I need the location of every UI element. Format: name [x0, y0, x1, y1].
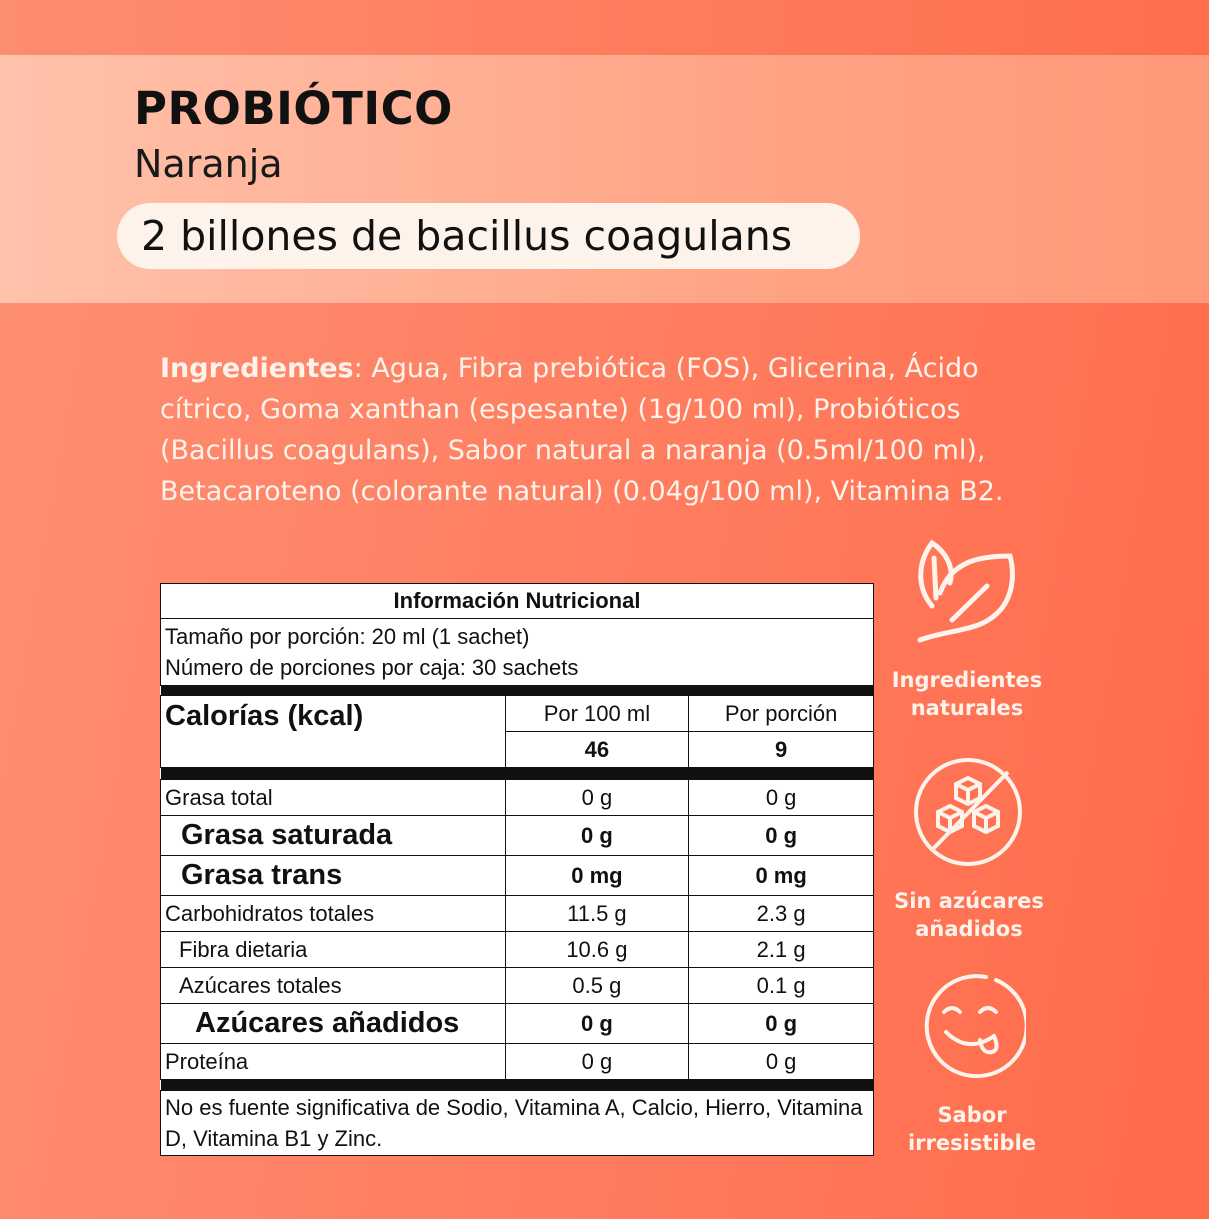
ingredients-label: Ingredientes [160, 353, 354, 384]
highlight-pill: 2 billones de bacillus coagulans [117, 203, 860, 269]
nutrition-footnote: No es fuente significativa de Sodio, Vit… [160, 1090, 874, 1156]
nutrition-table: Información Nutricional Tamaño por porci… [160, 583, 874, 1156]
row-portion: 0 mg [688, 855, 874, 896]
leaf-icon [917, 539, 1015, 643]
calories-portion: 9 [688, 731, 874, 768]
row-per100: 11.5 g [504, 895, 690, 932]
row-label: Grasa trans [160, 855, 506, 896]
table-row: Carbohidratos totales 11.5 g 2.3 g [160, 895, 874, 932]
no-sugar-cubes-icon [914, 758, 1022, 866]
row-per100: 0 g [504, 1043, 690, 1080]
row-per100: 0 g [504, 815, 690, 856]
ingredients-list: : Agua, Fibra prebiótica (FOS), Glicerin… [160, 353, 1004, 507]
row-portion: 2.3 g [688, 895, 874, 932]
top-bar [0, 0, 1209, 55]
calories-label: Calorías (kcal) [160, 695, 506, 768]
product-flavor: Naranja [134, 142, 283, 186]
row-per100: 0 mg [504, 855, 690, 896]
ingredients-text: Ingredientes: Agua, Fibra prebiótica (FO… [160, 348, 1060, 512]
table-row: Fibra dietaria 10.6 g 2.1 g [160, 931, 874, 968]
row-portion: 0 g [688, 779, 874, 816]
row-label: Carbohidratos totales [160, 895, 506, 932]
smiley-tongue-icon [924, 974, 1026, 1079]
serving-size: Tamaño por porción: 20 ml (1 sachet) [165, 624, 530, 649]
row-portion: 0.1 g [688, 967, 874, 1004]
feature-natural-ingredients: Ingredientes naturales [891, 668, 1043, 720]
row-per100: 0 g [504, 779, 690, 816]
table-row: Azúcares totales 0.5 g 0.1 g [160, 967, 874, 1004]
row-portion: 2.1 g [688, 931, 874, 968]
feature-irresistible-taste: Sabor irresistible [907, 1103, 1037, 1155]
row-label: Grasa total [160, 779, 506, 816]
table-row: Grasa trans 0 mg 0 mg [160, 855, 874, 896]
row-portion: 0 g [688, 1043, 874, 1080]
row-label: Fibra dietaria [160, 931, 506, 968]
col-header-100ml: Por 100 ml [504, 695, 690, 732]
row-label: Proteína [160, 1043, 506, 1080]
row-label: Grasa saturada [160, 815, 506, 856]
nutrition-title: Información Nutricional [160, 583, 874, 619]
row-label: Azúcares totales [160, 967, 506, 1004]
calories-100ml: 46 [504, 731, 690, 768]
row-per100: 0.5 g [504, 967, 690, 1004]
row-label: Azúcares añadidos [160, 1003, 506, 1044]
row-per100: 10.6 g [504, 931, 690, 968]
servings-per-box: Número de porciones por caja: 30 sachets [165, 655, 579, 680]
product-title: PROBIÓTICO [134, 82, 453, 135]
col-header-portion: Por porción [688, 695, 874, 732]
row-portion: 0 g [688, 815, 874, 856]
row-per100: 0 g [504, 1003, 690, 1044]
row-portion: 0 g [688, 1003, 874, 1044]
feature-no-added-sugar: Sin azúcares añadidos [894, 889, 1044, 941]
